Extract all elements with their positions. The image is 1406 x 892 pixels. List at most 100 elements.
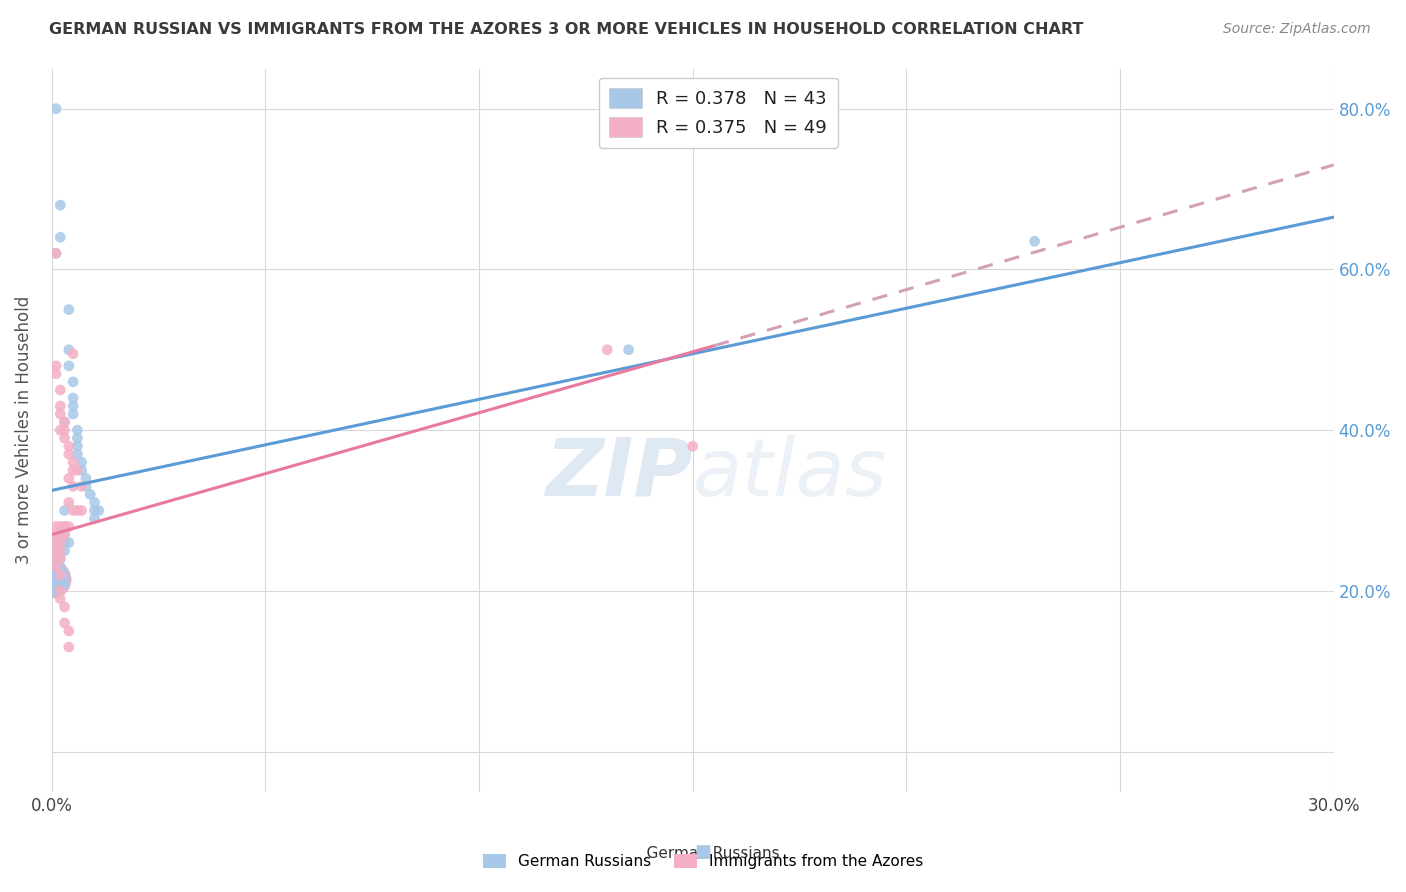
Point: [83, 511, 105, 525]
Point: [45, 519, 67, 533]
Point: [62, 503, 84, 517]
Text: GERMAN RUSSIAN VS IMMIGRANTS FROM THE AZORES 3 OR MORE VEHICLES IN HOUSEHOLD COR: GERMAN RUSSIAN VS IMMIGRANTS FROM THE AZ…: [49, 22, 1084, 37]
Point: [62, 347, 84, 361]
Point: [49, 567, 72, 582]
Point: [83, 503, 105, 517]
Point: [70, 503, 93, 517]
Point: [62, 463, 84, 477]
Point: [45, 527, 67, 541]
Text: Source: ZipAtlas.com: Source: ZipAtlas.com: [1223, 22, 1371, 37]
Point: [45, 359, 67, 373]
Point: [79, 487, 101, 501]
Point: [53, 503, 76, 517]
Point: [53, 543, 76, 558]
Point: [58, 640, 80, 654]
Point: [41, 572, 63, 586]
Point: [66, 447, 89, 461]
Point: [75, 471, 97, 485]
Point: [70, 479, 93, 493]
Point: [49, 543, 72, 558]
Point: [49, 583, 72, 598]
Point: [53, 423, 76, 437]
Point: [58, 343, 80, 357]
Text: German Russians: German Russians: [627, 846, 779, 861]
Point: [45, 551, 67, 566]
Point: [53, 519, 76, 533]
Point: [58, 519, 80, 533]
Point: [66, 463, 89, 477]
Text: atlas: atlas: [693, 434, 887, 513]
Point: [45, 567, 67, 582]
Point: [49, 407, 72, 421]
Point: [49, 559, 72, 574]
Point: [49, 198, 72, 212]
Point: [53, 527, 76, 541]
Point: [41, 572, 63, 586]
Y-axis label: 3 or more Vehicles in Household: 3 or more Vehicles in Household: [15, 296, 32, 565]
Legend: German Russians, Immigrants from the Azores: German Russians, Immigrants from the Azo…: [477, 848, 929, 875]
Point: [66, 423, 89, 437]
Point: [75, 479, 97, 493]
Point: [70, 463, 93, 477]
Point: [66, 439, 89, 453]
Point: [62, 399, 84, 413]
Point: [49, 535, 72, 549]
Point: [53, 415, 76, 429]
Point: [45, 535, 67, 549]
Point: [49, 527, 72, 541]
Point: [53, 599, 76, 614]
Point: [62, 479, 84, 493]
Point: [53, 535, 76, 549]
Point: [49, 535, 72, 549]
Point: [58, 359, 80, 373]
Point: [58, 624, 80, 638]
Point: [53, 415, 76, 429]
Point: [49, 551, 72, 566]
Point: [45, 246, 67, 260]
Point: [53, 527, 76, 541]
Text: ZIP: ZIP: [546, 434, 693, 513]
Point: [45, 246, 67, 260]
Point: [62, 391, 84, 405]
Point: [49, 575, 72, 590]
Point: [45, 543, 67, 558]
Point: [45, 367, 67, 381]
Text: ■: ■: [695, 843, 711, 861]
Point: [45, 102, 67, 116]
Point: [49, 383, 72, 397]
Point: [45, 535, 67, 549]
Point: [49, 230, 72, 244]
Point: [49, 543, 72, 558]
Point: [45, 559, 67, 574]
Point: [49, 591, 72, 606]
Point: [83, 495, 105, 509]
Point: [49, 399, 72, 413]
Point: [58, 447, 80, 461]
Point: [62, 407, 84, 421]
Point: [58, 471, 80, 485]
Point: [53, 615, 76, 630]
Point: [617, 343, 640, 357]
Point: [49, 423, 72, 437]
Point: [596, 343, 619, 357]
Point: [49, 551, 72, 566]
Point: [58, 302, 80, 317]
Point: [58, 439, 80, 453]
Legend: R = 0.378   N = 43, R = 0.375   N = 49: R = 0.378 N = 43, R = 0.375 N = 49: [599, 78, 838, 148]
Point: [62, 455, 84, 469]
Point: [58, 495, 80, 509]
Point: [45, 551, 67, 566]
Point: [87, 503, 110, 517]
Point: [1024, 234, 1046, 248]
Point: [49, 519, 72, 533]
Point: [70, 455, 93, 469]
Point: [58, 535, 80, 549]
Point: [66, 503, 89, 517]
Point: [62, 375, 84, 389]
Point: [45, 559, 67, 574]
Point: [53, 519, 76, 533]
Point: [682, 439, 704, 453]
Point: [45, 543, 67, 558]
Point: [53, 431, 76, 445]
Point: [66, 431, 89, 445]
